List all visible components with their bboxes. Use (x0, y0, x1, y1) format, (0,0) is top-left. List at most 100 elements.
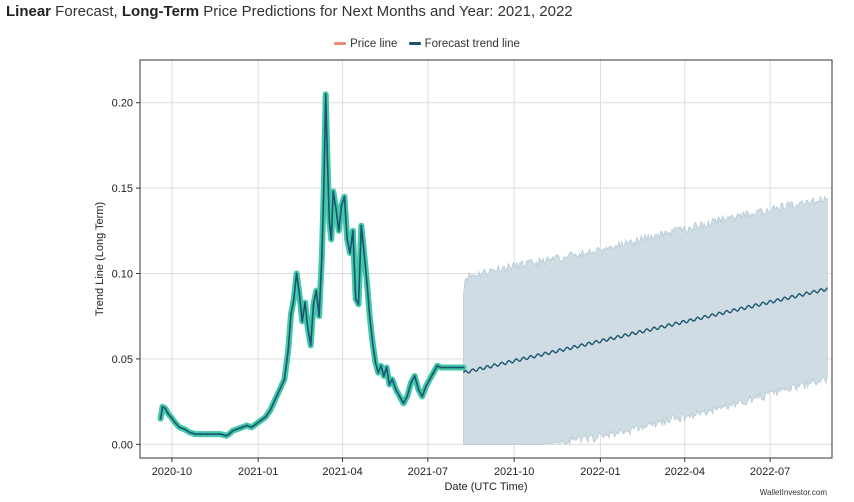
price-point (382, 375, 385, 377)
y-tick-label: 0.15 (112, 183, 133, 195)
price-point (352, 229, 354, 232)
price-point (173, 421, 176, 423)
price-point (363, 252, 365, 254)
forecast-band-layer (463, 195, 828, 446)
price-point (357, 303, 360, 306)
price-point (322, 187, 325, 190)
price-point (324, 93, 327, 96)
price-point (228, 433, 231, 435)
price-point (447, 366, 450, 369)
price-point (455, 366, 457, 369)
y-tick-label: 0.20 (112, 98, 133, 110)
price-point (340, 204, 343, 207)
price-point (462, 366, 465, 369)
price-point (194, 433, 197, 435)
x-tick-label: 2020-10 (152, 466, 192, 478)
price-point (225, 434, 228, 437)
price-point (188, 431, 191, 434)
price-point (164, 407, 167, 410)
legend-swatch-price-line (334, 42, 347, 45)
price-point (306, 327, 309, 330)
price-point (451, 366, 454, 369)
price-line-halo (157, 91, 467, 439)
legend-label-forecast-trend-line: Forecast trend line (424, 37, 520, 50)
legend-swatch-forecast-trend-line (408, 42, 421, 45)
price-point (312, 303, 315, 306)
price-point (410, 381, 412, 384)
price-point (283, 378, 286, 381)
price-point (231, 429, 234, 432)
price-point (440, 366, 442, 369)
price-point (360, 224, 363, 227)
price-point (380, 364, 382, 367)
price-point (385, 366, 388, 369)
plot-frame (139, 59, 833, 459)
y-tick-label: 0.00 (112, 439, 133, 451)
page-title: Linear Forecast, Long-Term Price Predict… (6, 3, 573, 20)
price-point (206, 433, 209, 435)
x-tick-label: 2021-01 (238, 466, 278, 478)
price-point (391, 378, 394, 381)
title-bold-long-term: Long-Term (121, 3, 200, 20)
price-point (246, 424, 248, 427)
price-point (159, 417, 162, 420)
watermark: WalletInvestor.com (759, 488, 827, 497)
price-point (292, 298, 295, 300)
x-tick-label: 2022-04 (665, 466, 705, 478)
chart-legend: Price line Forecast trend line (0, 36, 854, 50)
price-point (183, 428, 186, 430)
forecast-confidence-band (463, 195, 828, 446)
price-point (304, 301, 306, 304)
price-point (200, 433, 202, 435)
price-point (413, 375, 416, 377)
x-tick-label: 2021-07 (408, 466, 448, 478)
price-point (406, 395, 409, 398)
legend-item-forecast-trend-line[interactable]: Forecast trend line (408, 37, 520, 50)
price-point (301, 320, 304, 323)
price-point (328, 221, 331, 224)
price-point (398, 395, 401, 398)
price-point (260, 419, 262, 422)
price-point (315, 289, 318, 292)
price-point (458, 366, 461, 369)
price-point (421, 395, 424, 398)
price-point (332, 190, 335, 193)
price-point (417, 388, 420, 391)
price-point (436, 364, 439, 367)
price-point (368, 315, 371, 318)
legend-item-price-line[interactable]: Price line (334, 38, 397, 50)
price-point (290, 313, 292, 316)
price-point (388, 383, 391, 386)
price-point (371, 340, 374, 343)
price-point (374, 361, 377, 364)
price-point (264, 416, 267, 418)
price-point (402, 402, 405, 405)
price-point (343, 195, 346, 198)
price-point (330, 238, 333, 241)
x-tick-label: 2021-10 (494, 466, 534, 478)
price-point (213, 433, 216, 435)
price-point (366, 281, 368, 283)
y-tick-label: 0.10 (112, 269, 133, 281)
price-point (236, 428, 239, 430)
price-point (349, 252, 351, 254)
price-point (432, 371, 435, 374)
y-tick-label: 0.05 (112, 354, 133, 366)
title-text-1: Forecast, (51, 3, 122, 20)
price-point (395, 388, 397, 391)
series-layer (157, 91, 828, 439)
forecast-trend-line (462, 287, 828, 374)
x-axis-title: Date (UTC Time) (444, 481, 527, 493)
price-point (377, 371, 380, 374)
x-tick-label: 2022-01 (580, 466, 620, 478)
price-point (278, 388, 281, 391)
price-point (255, 422, 258, 425)
price-point (335, 207, 337, 210)
x-tick-label: 2021-04 (322, 466, 362, 478)
price-point (443, 366, 446, 369)
price-point (219, 433, 222, 435)
price-point (250, 426, 253, 429)
y-axis-title: Trend Line (Long Term) (94, 202, 106, 316)
price-point (295, 272, 298, 275)
